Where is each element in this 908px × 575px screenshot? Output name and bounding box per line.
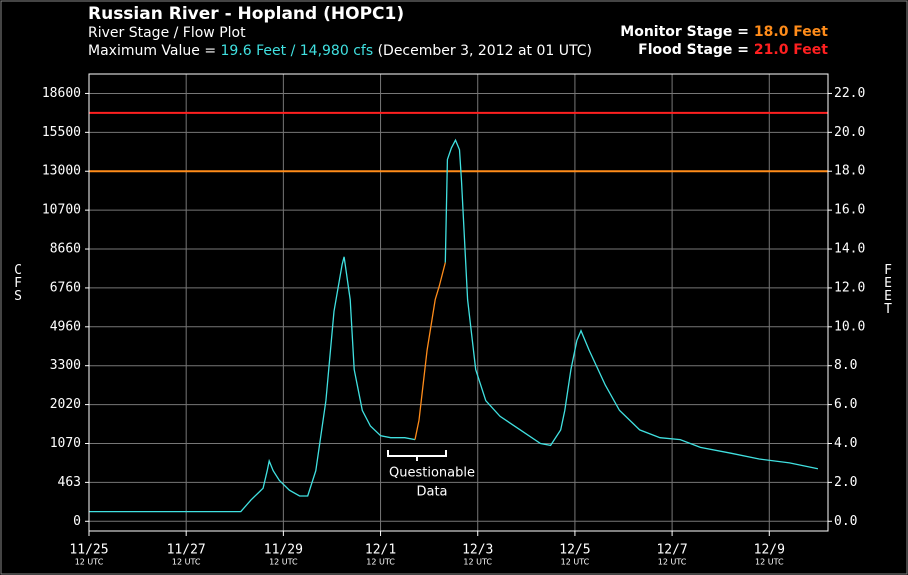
max-time: (December 3, 2012 at 01 UTC) [378, 43, 592, 59]
y-tick-label: 13000 [42, 164, 81, 179]
threshold-name: Flood Stage = [638, 42, 749, 58]
y2-tick-label: 22.0 [834, 86, 865, 101]
y2-tick-label: 8.0 [834, 358, 857, 373]
y-tick-label: 6760 [50, 280, 81, 295]
y2-tick-label: 2.0 [834, 475, 857, 490]
x-tick-label: 12/3 [462, 543, 493, 558]
x-tick-label: 12/5 [559, 543, 590, 558]
x-tick-sublabel: 12 UTC [172, 558, 201, 567]
y2-tick-label: 10.0 [834, 319, 865, 334]
y2-tick-label: 16.0 [834, 203, 865, 218]
threshold-label: Flood Stage = 21.0 Feet [638, 42, 828, 58]
y-tick-label: 3300 [50, 358, 81, 373]
max-label: Maximum Value = [88, 43, 216, 59]
max-value: 19.6 Feet / 14,980 cfs [221, 43, 374, 59]
chart-title: Russian River - Hopland (HOPC1) [88, 4, 404, 24]
x-tick-label: 11/29 [264, 543, 303, 558]
x-tick-label: 11/25 [69, 543, 108, 558]
series-line [414, 262, 446, 440]
x-tick-label: 12/1 [365, 543, 396, 558]
x-tick-sublabel: 12 UTC [561, 558, 590, 567]
x-tick-label: 12/7 [656, 543, 687, 558]
x-tick-sublabel: 12 UTC [755, 558, 784, 567]
x-tick-sublabel: 12 UTC [269, 558, 298, 567]
y-tick-label: 18600 [42, 86, 81, 101]
y2-tick-label: 4.0 [834, 436, 857, 451]
y2-tick-label: 14.0 [834, 242, 865, 257]
x-tick-sublabel: 12 UTC [366, 558, 395, 567]
axis-title-letter: F [14, 276, 22, 291]
x-tick-sublabel: 12 UTC [658, 558, 687, 567]
axis-title-letter: F [884, 263, 892, 278]
y2-tick-label: 0.0 [834, 514, 857, 529]
x-tick-sublabel: 12 UTC [75, 558, 104, 567]
axis-title-letter: E [884, 276, 892, 291]
y-tick-label: 4960 [50, 319, 81, 334]
x-tick-sublabel: 12 UTC [463, 558, 492, 567]
plot-border [88, 73, 829, 532]
threshold-name: Monitor Stage = [620, 24, 749, 40]
y-tick-label: 463 [58, 475, 81, 490]
axis-title-letter: T [884, 302, 892, 317]
axis-title-letter: S [14, 289, 22, 304]
y-tick-label: 10700 [42, 203, 81, 218]
threshold-value: 18.0 Feet [754, 24, 828, 40]
axis-title-letter: E [884, 289, 892, 304]
y2-tick-label: 20.0 [834, 125, 865, 140]
y2-tick-label: 6.0 [834, 397, 857, 412]
chart-subtitle: River Stage / Flow Plot [88, 25, 246, 41]
annotation: Data [416, 485, 447, 500]
axis-title-letter: C [14, 263, 22, 278]
y-tick-label: 2020 [50, 397, 81, 412]
x-tick-label: 11/27 [167, 543, 206, 558]
series-line [89, 138, 819, 513]
threshold-value: 21.0 Feet [754, 42, 828, 58]
y-tick-label: 8660 [50, 242, 81, 257]
threshold-label: Monitor Stage = 18.0 Feet [620, 24, 828, 40]
max-info: Maximum Value = 19.6 Feet / 14,980 cfs (… [88, 43, 592, 59]
y2-tick-label: 18.0 [834, 164, 865, 179]
x-tick-label: 12/9 [754, 543, 785, 558]
y-tick-label: 15500 [42, 125, 81, 140]
y-tick-label: 1070 [50, 436, 81, 451]
annotation-bracket [387, 450, 447, 461]
y2-tick-label: 12.0 [834, 280, 865, 295]
y-tick-label: 0 [73, 514, 81, 529]
annotation: Questionable [389, 466, 475, 481]
